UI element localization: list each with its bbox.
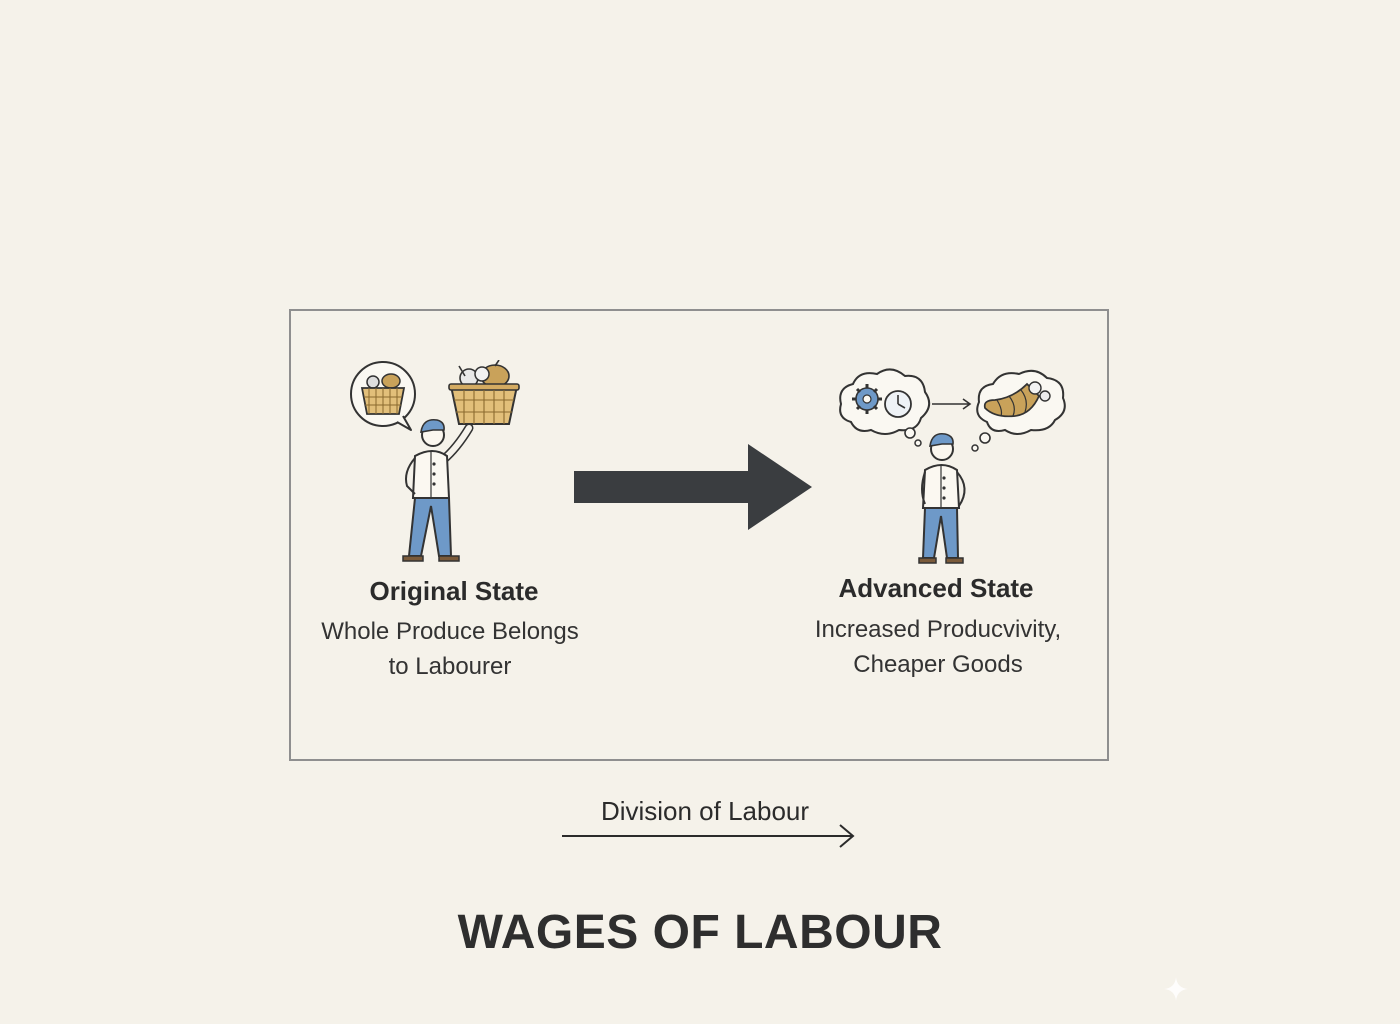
worker-thinking-cornucopia-icon (839, 368, 1066, 564)
original-state-description: Whole Produce Belongs to Labourer (300, 614, 600, 684)
advanced-state-description-line1: Increased Producvivity, (814, 616, 1062, 643)
worker-holding-basket-icon (350, 360, 520, 562)
page-title: WAGES OF LABOUR (457, 906, 943, 959)
thought-cloud-cornucopia-icon (971, 369, 1066, 452)
transition-arrow-icon (574, 444, 812, 530)
thought-cloud-gear-clock-icon (839, 368, 931, 447)
advanced-state-description: Increased Producvivity, Cheaper Goods (788, 612, 1088, 682)
original-state-description-line2: to Labourer (388, 653, 512, 680)
basket-icon (448, 360, 520, 425)
original-state-title: Original State (369, 576, 539, 606)
advanced-state-title: Advanced State (838, 573, 1034, 603)
speech-bubble-icon (350, 361, 416, 431)
diagram-frame (289, 309, 1109, 761)
division-of-labour-label: Division of Labour (600, 796, 810, 826)
sparkle-icon (1164, 977, 1188, 1001)
original-state-description-line1: Whole Produce Belongs (321, 618, 579, 645)
flow-arrow-icon (562, 824, 855, 848)
advanced-state-description-line2: Cheaper Goods (853, 651, 1023, 678)
